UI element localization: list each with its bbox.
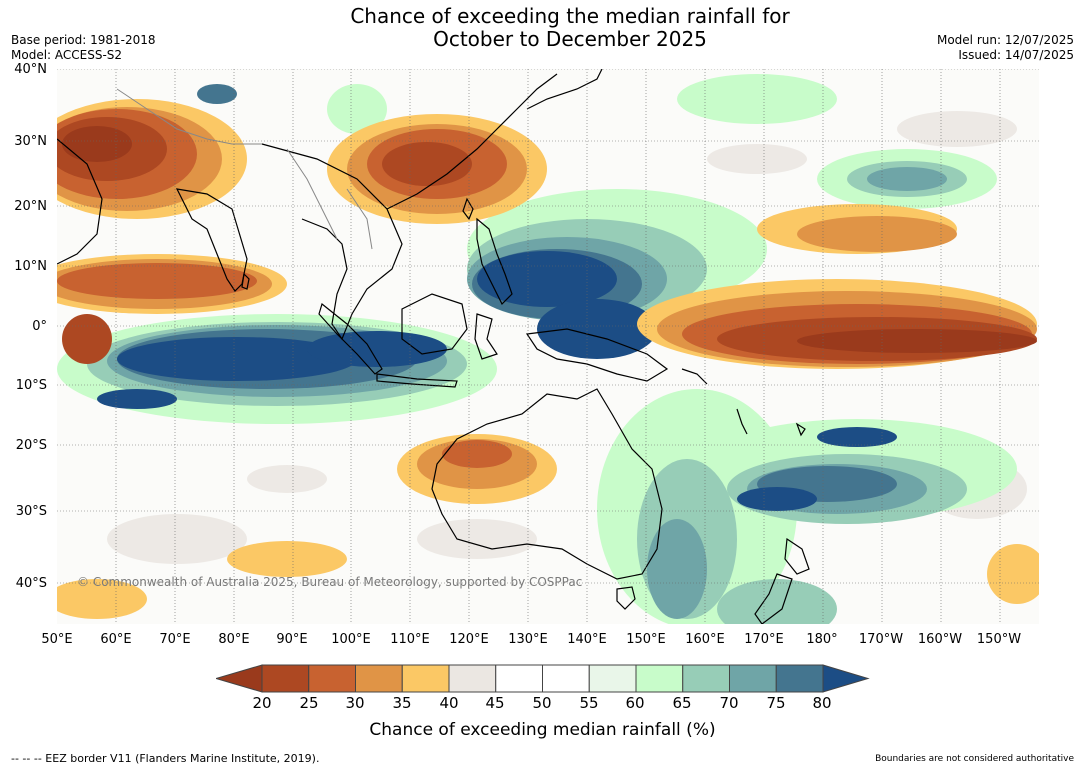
map-title-line-2: October to December 2025 xyxy=(433,27,707,51)
colorbar-cell xyxy=(588,664,637,693)
colorbar-cell xyxy=(401,664,450,693)
lat-label-30n: 30°N xyxy=(14,134,47,149)
colorbar-cell xyxy=(448,664,497,693)
colorbar-tick-75: 75 xyxy=(766,694,786,712)
lon-label-90e: 90°E xyxy=(276,632,308,647)
colorbar-tick-70: 70 xyxy=(719,694,739,712)
lon-label-180: 180° xyxy=(806,632,838,647)
lat-label-10s: 10°S xyxy=(15,378,47,393)
model-text: Model: ACCESS-S2 xyxy=(11,48,123,62)
colorbar-cell xyxy=(542,664,590,693)
colorbar xyxy=(214,664,870,698)
colorbar-cell xyxy=(308,664,356,693)
model-run-text: Model run: 12/07/2025 xyxy=(936,33,1074,47)
lon-label-130e: 130°E xyxy=(508,632,548,647)
colorbar-cell xyxy=(682,664,730,693)
lon-label-170w: 170°W xyxy=(858,632,904,647)
colorbar-tick-45: 45 xyxy=(485,694,505,712)
boundaries-note: Boundaries are not considered authoritat… xyxy=(875,754,1074,764)
map-title-line-1: Chance of exceeding the median rainfall … xyxy=(350,4,790,28)
lon-label-60e: 60°E xyxy=(100,632,132,647)
colorbar-tick-55: 55 xyxy=(579,694,599,712)
lat-label-10n: 10°N xyxy=(14,259,47,274)
lat-label-equator: 0° xyxy=(32,319,47,334)
base-period-text: Base period: 1981-2018 xyxy=(11,33,156,47)
map-canvas xyxy=(57,69,1039,624)
lon-label-80e: 80°E xyxy=(218,632,250,647)
lon-label-150e: 150°E xyxy=(626,632,666,647)
colorbar-cell xyxy=(495,664,543,693)
copyright-text: © Commonwealth of Australia 2025, Bureau… xyxy=(77,575,583,589)
colorbar-cell xyxy=(261,664,310,693)
eez-border-note: -- -- -- EEZ border V11 (Flanders Marine… xyxy=(11,752,320,765)
colorbar-tick-30: 30 xyxy=(345,694,365,712)
colorbar-cell xyxy=(635,664,684,693)
lat-label-40s: 40°S xyxy=(15,576,47,591)
lon-label-150w: 150°W xyxy=(976,632,1022,647)
rainfall-outlook-map xyxy=(57,69,1039,624)
colorbar-max-arrow xyxy=(822,664,870,693)
lon-label-160e: 160°E xyxy=(685,632,725,647)
lon-label-50e: 50°E xyxy=(41,632,73,647)
colorbar-tick-40: 40 xyxy=(439,694,459,712)
colorbar-label: Chance of exceeding median rainfall (%) xyxy=(369,720,716,740)
colorbar-tick-80: 80 xyxy=(812,694,832,712)
colorbar-cell xyxy=(729,664,777,693)
colorbar-tick-35: 35 xyxy=(392,694,412,712)
colorbar-tick-25: 25 xyxy=(299,694,319,712)
lat-label-20n: 20°N xyxy=(14,199,47,214)
lon-label-100e: 100°E xyxy=(331,632,371,647)
colorbar-cells xyxy=(261,664,824,693)
colorbar-cell xyxy=(355,664,403,693)
lat-label-20s: 20°S xyxy=(15,438,47,453)
colorbar-tick-50: 50 xyxy=(532,694,552,712)
lon-label-140e: 140°E xyxy=(567,632,607,647)
lat-label-30s: 30°S xyxy=(15,504,47,519)
colorbar-tick-20: 20 xyxy=(252,694,272,712)
colorbar-cell xyxy=(775,664,824,693)
colorbar-min-arrow xyxy=(214,664,263,693)
colorbar-graphic xyxy=(214,664,870,693)
lon-label-70e: 70°E xyxy=(159,632,191,647)
issued-text: Issued: 14/07/2025 xyxy=(958,48,1074,62)
meta-left: Base period: 1981-2018 Model: ACCESS-S2 xyxy=(11,33,156,63)
lat-label-40n: 40°N xyxy=(14,62,47,77)
lon-label-170e: 170°E xyxy=(744,632,784,647)
lon-label-120e: 120°E xyxy=(449,632,489,647)
map-title: Chance of exceeding the median rainfall … xyxy=(0,5,1085,51)
colorbar-tick-60: 60 xyxy=(625,694,645,712)
colorbar-tick-65: 65 xyxy=(672,694,692,712)
meta-right: Model run: 12/07/2025 Issued: 14/07/2025 xyxy=(937,33,1074,63)
lon-label-110e: 110°E xyxy=(390,632,430,647)
lon-label-160w: 160°W xyxy=(917,632,963,647)
